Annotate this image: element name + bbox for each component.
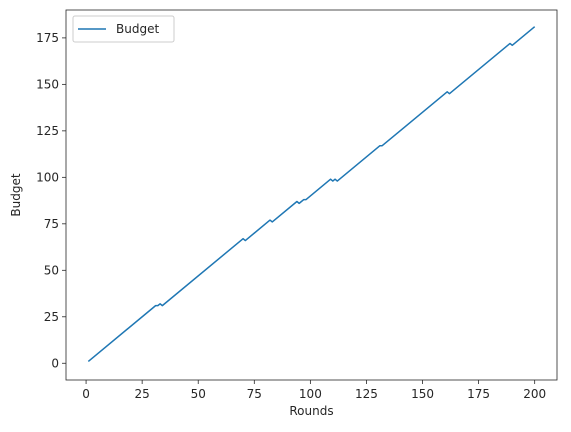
x-tick-label: 200	[523, 387, 546, 401]
x-tick-label: 150	[411, 387, 434, 401]
y-tick-label: 50	[44, 263, 59, 277]
y-tick-label: 25	[44, 310, 59, 324]
x-tick-label: 100	[299, 387, 322, 401]
y-tick-label: 150	[36, 77, 59, 91]
x-tick-label: 75	[247, 387, 262, 401]
x-tick-label: 175	[467, 387, 490, 401]
ticks-layer: 0 25 50 75 100 125 150 175 200 0 25 50 75 100 125 150 17…	[36, 31, 546, 401]
legend-box	[72, 15, 175, 43]
x-tick-label: 50	[191, 387, 206, 401]
y-tick-label: 100	[36, 170, 59, 184]
y-tick-label: 125	[36, 124, 59, 138]
x-axis-label: Rounds	[289, 404, 333, 418]
series-line-budget	[87, 26, 536, 362]
series-layer	[87, 26, 536, 362]
y-axis-label: Budget	[9, 173, 23, 216]
y-tick-label: 0	[51, 356, 59, 370]
legend: Budget	[72, 15, 175, 43]
axes-frame	[65, 9, 558, 381]
legend-label-budget: Budget	[116, 22, 159, 36]
x-tick-label: 125	[355, 387, 378, 401]
x-tick-label: 25	[135, 387, 150, 401]
y-tick-label: 75	[44, 217, 59, 231]
y-tick-label: 175	[36, 31, 59, 45]
x-tick-label: 0	[82, 387, 90, 401]
